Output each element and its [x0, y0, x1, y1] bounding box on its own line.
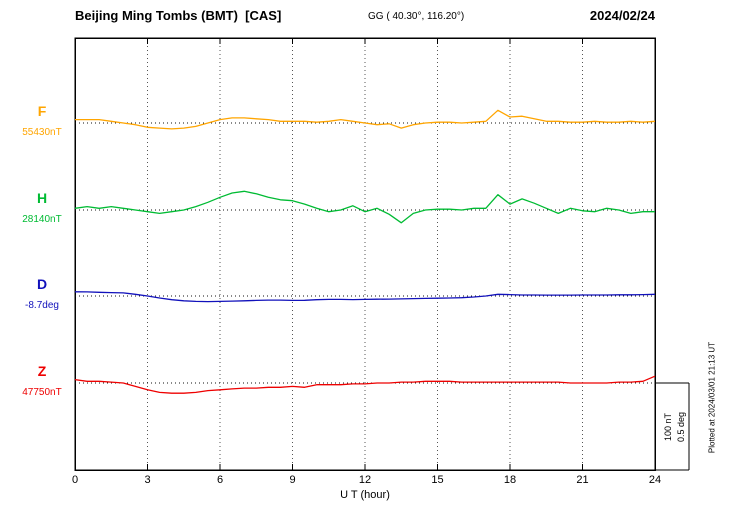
trace-H: [74, 190, 655, 224]
observation-date: 2024/02/24: [589, 8, 655, 23]
series-label-H: H: [36, 190, 48, 206]
x-tick-label-9: 9: [289, 474, 296, 486]
series-label-F: F: [37, 103, 47, 119]
x-tick-label-0: 0: [71, 474, 79, 486]
series-baseline-value-Z: 47750nT: [22, 387, 62, 398]
series-label-D: D: [36, 276, 48, 292]
x-tick-label-24: 24: [648, 474, 662, 486]
x-tick-label-3: 3: [144, 474, 151, 486]
scale-bar-nt-label: 100 nT: [663, 412, 673, 442]
scale-bar-deg-label: 0.5 deg: [676, 411, 686, 443]
x-axis-title: U T (hour): [340, 489, 390, 501]
x-tick-label-15: 15: [431, 474, 444, 486]
page-title: Beijing Ming Tombs (BMT) [CAS]: [75, 8, 282, 23]
trace-D: [74, 291, 656, 303]
x-tick-label-18: 18: [503, 474, 517, 486]
series-baseline-value-H: 28140nT: [22, 214, 62, 225]
series-baseline-value-F: 55430nT: [22, 127, 62, 138]
geographic-coordinates: GG ( 40.30°, 116.20°): [368, 11, 465, 22]
x-tick-label-21: 21: [576, 474, 589, 486]
plotted-at-timestamp: Plotted at 2024/03/01 21:13 UT: [707, 341, 717, 454]
x-tick-label-12: 12: [358, 474, 372, 486]
x-tick-label-6: 6: [216, 474, 224, 486]
trace-Z: [74, 375, 656, 394]
series-baseline-value-D: -8.7deg: [25, 300, 59, 311]
trace-F: [75, 109, 656, 130]
series-label-Z: Z: [37, 363, 47, 379]
